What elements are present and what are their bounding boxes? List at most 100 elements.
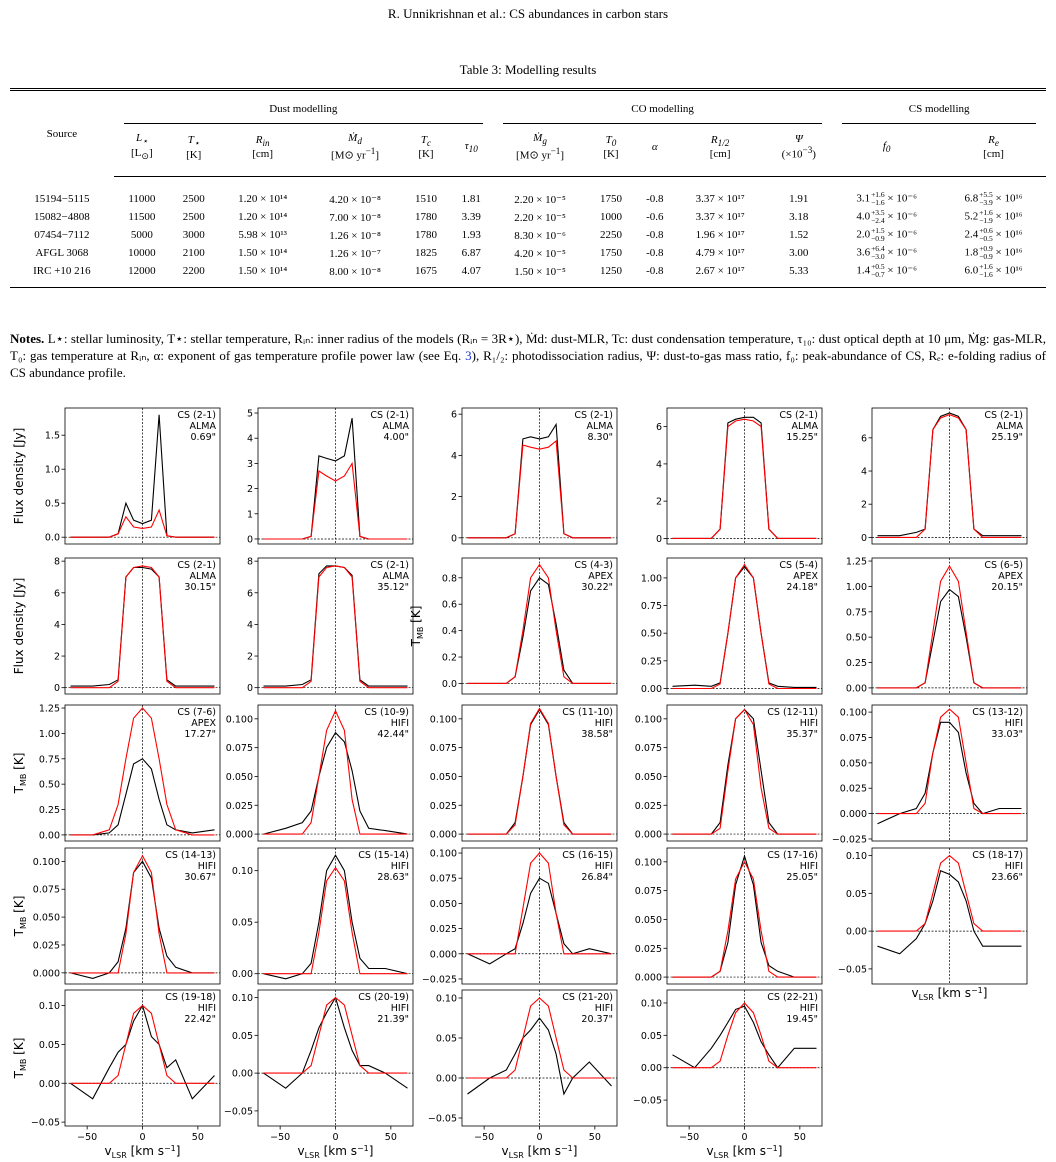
label-part: [km s xyxy=(934,986,971,1000)
symbol-part: 1/2 xyxy=(717,138,730,149)
y-tick-label: 0.000 xyxy=(33,968,60,979)
unit-part: ] xyxy=(149,147,153,160)
y-tick-label: 0.50 xyxy=(846,633,867,644)
panel-annotation: CS (5-4) xyxy=(779,560,818,571)
y-tick-label: 0.050 xyxy=(430,772,457,783)
column-header: L⋆ [L⊙] xyxy=(113,126,170,178)
cell-exponent: × 10⁻⁶ xyxy=(884,228,918,241)
unit-part: ] xyxy=(375,150,380,163)
table-cell: 1780 xyxy=(414,229,437,242)
spectrum-line xyxy=(467,707,612,835)
cell-error: +3.5 −2.4 xyxy=(871,209,885,225)
panel-annotation: HIFI xyxy=(1005,718,1023,729)
error-up: +0.6 xyxy=(979,226,993,236)
spectrum-line xyxy=(877,869,1022,955)
unit-part: [M⊙ yr xyxy=(516,150,551,163)
panel-annotation: 0.69" xyxy=(190,432,216,443)
panel-annotation: ALMA xyxy=(587,421,614,432)
unit-part: [L xyxy=(130,147,142,160)
y-axis-label: TMB [K] xyxy=(12,753,28,795)
panel-annotation: CS (2-1) xyxy=(370,560,409,571)
y-tick-label: 2 xyxy=(54,652,60,663)
y-tick-label: 8 xyxy=(54,557,60,568)
table-cell: 2500 xyxy=(182,211,205,224)
cell-error: +6.4 −3.0 xyxy=(871,245,885,261)
column-symbol: f0 xyxy=(883,140,891,154)
unit-part: ] xyxy=(560,150,565,163)
panel-annotation: CS (6-5) xyxy=(984,560,1023,571)
column-symbol: Ψ xyxy=(795,133,803,145)
table-notes: Notes. L⋆: stellar luminosity, T⋆: stell… xyxy=(10,330,1046,381)
panel-annotation: 25.05" xyxy=(786,872,818,883)
panel-annotation: ALMA xyxy=(190,421,217,432)
label-part: ] xyxy=(778,1144,783,1158)
error-down: −0.9 xyxy=(979,252,993,262)
table-cell: 1675 xyxy=(414,265,437,278)
plot-frame xyxy=(461,704,618,842)
y-tick-label: 4 xyxy=(54,620,60,631)
x-tick-label: 0 xyxy=(741,1132,747,1143)
panel-annotation: HIFI xyxy=(198,861,216,872)
source-header: Source xyxy=(46,127,78,140)
panel-annotation: HIFI xyxy=(800,718,818,729)
spectrum-line xyxy=(263,996,408,1074)
panel-annotation: HIFI xyxy=(391,861,409,872)
spectrum-line xyxy=(467,439,612,539)
column-header: Ψ (×10−3) xyxy=(765,126,833,178)
group-cell: Dust modelling xyxy=(114,90,493,127)
cell-error: +1.6 −1.9 xyxy=(979,209,993,225)
cell-value: 2.4 xyxy=(964,228,979,241)
y-tick-label: 4 xyxy=(247,434,253,445)
symbol-part: 0 xyxy=(611,138,617,149)
unit-part: −1 xyxy=(365,146,376,157)
panel-annotation: CS (2-1) xyxy=(984,410,1023,421)
label-part: [km s xyxy=(127,1144,164,1158)
table-cell: -0.8 xyxy=(646,247,664,260)
symbol-part: R xyxy=(988,134,995,147)
x-tick-label: 50 xyxy=(794,1132,806,1143)
spectrum-line xyxy=(70,1004,215,1084)
spectrum-line xyxy=(70,854,215,974)
symbol-part: R xyxy=(710,134,718,147)
panel-annotation: CS (2-1) xyxy=(779,410,818,421)
y-tick-label: 0.00 xyxy=(39,1079,60,1090)
unit-part: [cm] xyxy=(709,148,731,161)
plot-frame xyxy=(64,847,221,985)
panel-annotation: ALMA xyxy=(792,421,819,432)
table-cell: 2.4 +0.6 −0.5 × 10¹⁶ xyxy=(941,226,1046,244)
column-header: T⋆ [K] xyxy=(169,126,218,178)
panel-annotation: CS (15-14) xyxy=(358,850,409,861)
x-axis-label: vLSR [km s−1] xyxy=(912,986,988,1002)
y-tick-label: 0.05 xyxy=(846,889,867,900)
spectrum-line xyxy=(263,709,408,835)
table-cell: 15194−5115 xyxy=(34,193,90,206)
panel-annotation: HIFI xyxy=(595,718,613,729)
cell-value: 3.6 xyxy=(856,246,871,259)
table-cell: 1.20 × 10¹⁴ xyxy=(238,193,288,206)
y-tick-label: −0.05 xyxy=(838,964,867,975)
table-cell: 07454−7112 xyxy=(34,229,90,242)
unit-part: [M⊙ yr xyxy=(331,150,366,163)
y-tick-label: 1 xyxy=(247,509,253,520)
cell-exponent: × 10¹⁶ xyxy=(992,246,1023,259)
table-cell: 1825 xyxy=(414,247,437,260)
table-cell: 2.67 × 10¹⁷ xyxy=(695,265,745,278)
panel-annotation: APEX xyxy=(588,571,613,582)
y-tick-label: 0 xyxy=(451,533,457,544)
spectrum-line xyxy=(467,852,612,955)
y-tick-label: 0.075 xyxy=(33,885,60,896)
y-tick-label: −0.05 xyxy=(31,1118,60,1129)
label-part: ] xyxy=(983,986,988,1000)
x-axis-label: vLSR [km s−1] xyxy=(707,1144,783,1160)
cell-value: 2.0 xyxy=(856,228,871,241)
panel-annotation: CS (2-1) xyxy=(177,410,216,421)
panel-annotation: CS (20-19) xyxy=(358,992,409,1003)
cell-exponent: × 10⁻⁶ xyxy=(884,210,918,223)
table-cell: 2250 xyxy=(599,229,622,242)
spectrum-line xyxy=(672,860,817,978)
y-tick-label: 0.25 xyxy=(39,805,60,816)
notes-text: ), R₁/₂: photodissociation radius, Ψ: du… xyxy=(10,348,1046,380)
y-tick-label: 0.050 xyxy=(226,772,253,783)
